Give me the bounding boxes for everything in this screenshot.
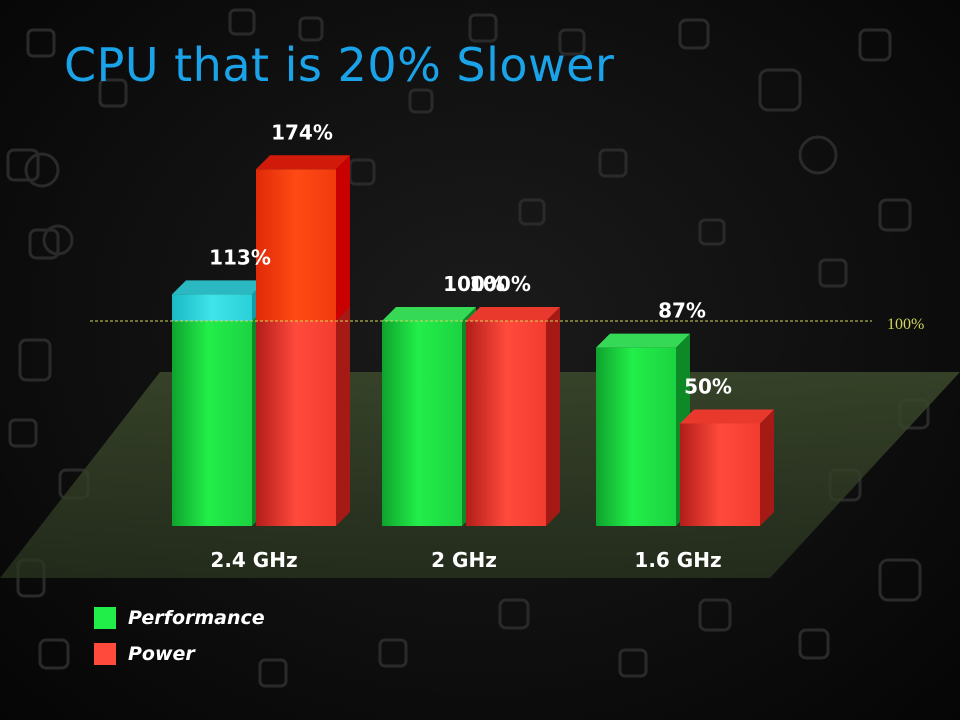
- power-bar-2: [680, 409, 774, 526]
- performance-value-label-0: 113%: [209, 245, 271, 269]
- performance-bar-0: [172, 307, 266, 526]
- legend-label-power: Power: [128, 643, 195, 665]
- category-label-2: 1.6 GHz: [634, 548, 721, 572]
- performance-bar-2: [596, 333, 690, 526]
- legend-swatch-power: [94, 643, 116, 665]
- legend-item-power: Power: [94, 636, 265, 672]
- category-label-0: 2.4 GHz: [210, 548, 297, 572]
- reference-line-label: 100%: [887, 316, 924, 333]
- legend-swatch-performance: [94, 607, 116, 629]
- performance-value-label-1: 100%: [469, 272, 531, 296]
- category-label-1: 2 GHz: [431, 548, 497, 572]
- power-bar-1: [466, 307, 560, 526]
- legend-label-performance: Performance: [128, 607, 265, 629]
- performance-bar-1: [382, 307, 476, 526]
- performance-bar-excess-0: [172, 280, 266, 321]
- power-value-label-0: 174%: [271, 120, 333, 144]
- legend-item-performance: Performance: [94, 600, 265, 636]
- slide-title: CPU that is 20% Slower: [64, 38, 615, 92]
- power-bar-excess-0: [256, 155, 350, 321]
- performance-value-label-2: 87%: [658, 299, 706, 323]
- power-bar-0: [256, 307, 350, 526]
- power-value-label-2: 50%: [684, 375, 732, 399]
- legend: Performance Power: [94, 600, 265, 672]
- power-value-label-1: 100%: [443, 272, 505, 296]
